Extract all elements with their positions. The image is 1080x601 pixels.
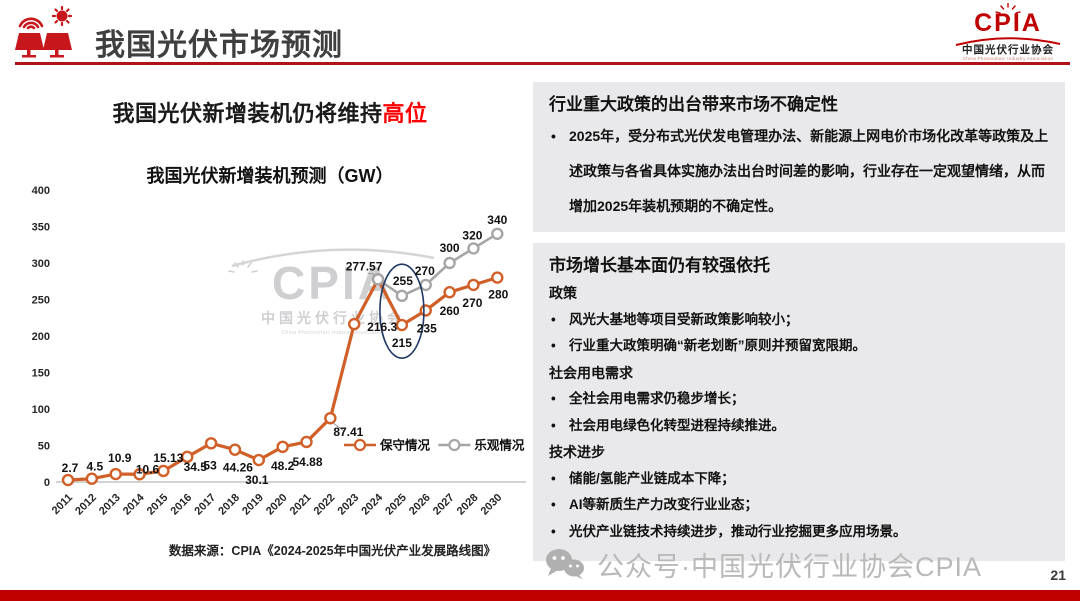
- panel-bullet: 储能/氢能产业链成本下降；: [549, 466, 1049, 493]
- svg-text:2011: 2011: [50, 492, 75, 517]
- logo-org-subtitle: China Photovoltaic Industry Association: [962, 55, 1054, 61]
- svg-text:34.5: 34.5: [184, 460, 208, 474]
- watermark-cpia-text: CPIA: [272, 257, 394, 309]
- svg-text:10.6: 10.6: [136, 462, 160, 476]
- svg-text:10.9: 10.9: [108, 451, 132, 465]
- svg-text:215: 215: [392, 336, 412, 350]
- forecast-chart: CPIA 中国光伏行业协会 China Photovoltaic Industr…: [20, 182, 532, 532]
- panel-bullet: 风光大基地等项目受新政策影响较小；: [549, 307, 1049, 334]
- svg-text:2024: 2024: [359, 491, 385, 517]
- panel-bullet: 行业重大政策明确“新老划断”原则并预留宽限期。: [549, 333, 1049, 360]
- svg-text:2019: 2019: [240, 492, 266, 518]
- cpia-logo: CPIA 中国光伏行业协会 China Photovoltaic Industr…: [949, 3, 1067, 61]
- header-underline: [15, 62, 1070, 65]
- svg-text:2012: 2012: [73, 492, 99, 518]
- svg-text:87.41: 87.41: [333, 425, 363, 439]
- logo-org-name: 中国光伏行业协会: [962, 44, 1054, 56]
- svg-text:2025: 2025: [383, 492, 409, 518]
- svg-text:2022: 2022: [312, 492, 338, 518]
- svg-text:255: 255: [393, 274, 413, 288]
- svg-text:277.57: 277.57: [346, 259, 383, 273]
- watermark-org-text: 中国光伏行业协会: [261, 310, 405, 326]
- svg-text:0: 0: [44, 477, 50, 489]
- panel-bullet: AI等新质生产力改变行业业态；: [549, 492, 1049, 519]
- wechat-watermark-text: 公众号·中国光伏行业协会CPIA: [597, 551, 983, 582]
- logo-sunburst-icon: [995, 3, 1021, 14]
- svg-text:216.3: 216.3: [367, 320, 397, 334]
- watermark-sub-text: China Photovoltaic Industry Association: [281, 330, 385, 336]
- svg-text:48.2: 48.2: [271, 459, 295, 473]
- svg-text:15.13: 15.13: [153, 451, 183, 465]
- panel-bullet: 2025年，受分布式光伏发电管理办法、新能源上网电价市场化改革等政策及上述政策与…: [549, 119, 1049, 224]
- svg-text:44.26: 44.26: [223, 461, 253, 475]
- svg-text:2020: 2020: [264, 492, 290, 518]
- svg-text:2014: 2014: [121, 491, 147, 517]
- section-heading-policy: 政策: [549, 285, 577, 301]
- logo-name: CPIA: [974, 9, 1042, 37]
- svg-text:50: 50: [38, 441, 50, 453]
- svg-text:53: 53: [203, 458, 217, 472]
- svg-text:2021: 2021: [288, 492, 314, 518]
- solar-panel-sun-icon: [15, 6, 73, 58]
- wechat-watermark: 公众号·中国光伏行业协会CPIA: [545, 546, 1045, 582]
- svg-text:300: 300: [32, 258, 50, 270]
- wechat-icon: [546, 549, 584, 580]
- page-title: 我国光伏市场预测: [95, 29, 343, 62]
- bottom-red-bar: [0, 590, 1080, 601]
- svg-text:2027: 2027: [431, 492, 457, 518]
- chart-title: 我国光伏新增装机预测（GW）: [146, 166, 394, 186]
- svg-text:320: 320: [462, 228, 482, 242]
- panel-bullet: 全社会用电需求仍稳步增长；: [549, 386, 1049, 413]
- svg-text:乐观情况: 乐观情况: [474, 438, 525, 453]
- svg-text:200: 200: [32, 331, 50, 343]
- svg-text:270: 270: [462, 296, 482, 310]
- panel-title: 市场增长基本面仍有较强依托: [549, 256, 770, 275]
- svg-text:2013: 2013: [97, 492, 123, 518]
- headline-highlight: 高位: [382, 101, 428, 126]
- logo-swoosh: [955, 37, 1061, 46]
- svg-text:2018: 2018: [216, 492, 242, 518]
- page-number: 21: [1050, 567, 1066, 583]
- svg-text:250: 250: [32, 295, 50, 307]
- svg-text:2026: 2026: [407, 492, 433, 518]
- svg-text:2.7: 2.7: [62, 461, 79, 475]
- cpia-watermark: CPIA 中国光伏行业协会 China Photovoltaic Industr…: [228, 248, 438, 336]
- market-fundamentals-panel: 市场增长基本面仍有较强依托 政策 风光大基地等项目受新政策影响较小； 行业重大政…: [533, 243, 1065, 561]
- svg-text:保守情况: 保守情况: [379, 438, 431, 453]
- svg-text:2023: 2023: [336, 492, 362, 518]
- panel-bullet: 社会用电绿色化转型进程持续推进。: [549, 413, 1049, 440]
- panel-bullet: 光伏产业链技术持续进步，推动行业挖掘更多应用场景。: [549, 519, 1049, 546]
- svg-text:235: 235: [417, 321, 437, 335]
- svg-text:280: 280: [488, 288, 508, 302]
- svg-text:150: 150: [32, 368, 50, 380]
- headline-text: 我国光伏新增装机仍将维持: [112, 101, 383, 126]
- svg-text:2016: 2016: [169, 492, 195, 518]
- svg-text:270: 270: [415, 264, 435, 278]
- section-heading-electricity-demand: 社会用电需求: [549, 364, 633, 381]
- svg-text:2015: 2015: [145, 492, 171, 518]
- svg-text:400: 400: [32, 185, 50, 197]
- svg-text:350: 350: [32, 222, 50, 234]
- watermark-swoosh: [231, 248, 435, 268]
- svg-text:54.88: 54.88: [292, 455, 322, 469]
- svg-text:4.5: 4.5: [87, 460, 104, 474]
- svg-text:300: 300: [440, 241, 460, 255]
- section-heading-technology: 技术进步: [549, 444, 605, 460]
- svg-text:100: 100: [32, 404, 50, 416]
- policy-uncertainty-panel: 行业重大政策的出台带来市场不确定性 2025年，受分布式光伏发电管理办法、新能源…: [533, 82, 1065, 232]
- section-headline: 我国光伏新增装机仍将维持高位: [20, 96, 520, 128]
- svg-text:260: 260: [440, 304, 460, 318]
- svg-text:2028: 2028: [455, 492, 481, 518]
- svg-text:30.1: 30.1: [245, 473, 269, 487]
- svg-text:2017: 2017: [192, 492, 218, 518]
- forecast-chart-svg: 0 50 100 150 200 250 300 350 400 2011201220132014…: [32, 185, 526, 518]
- data-source-note: 数据来源：CPIA《2024-2025年中国光伏产业发展路线图》: [168, 544, 497, 558]
- svg-text:340: 340: [487, 213, 507, 227]
- svg-text:2030: 2030: [479, 492, 505, 518]
- panel-title: 行业重大政策的出台带来市场不确定性: [549, 95, 838, 114]
